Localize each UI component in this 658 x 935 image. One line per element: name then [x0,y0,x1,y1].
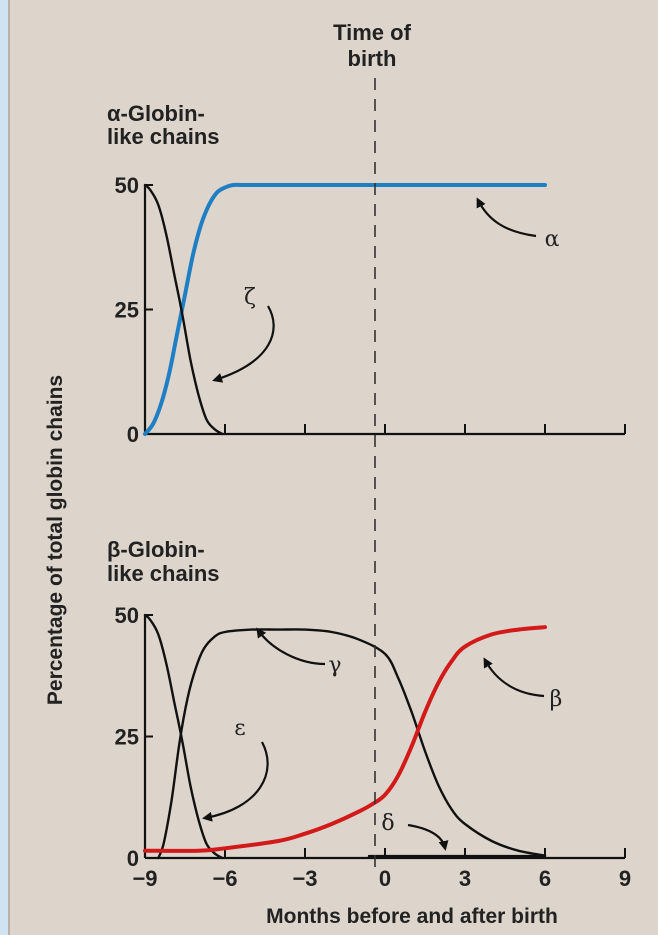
series-arrow-γ [256,627,326,666]
beta-y-tick-label: 25 [115,725,139,750]
series-label-β: β [550,687,563,712]
beta-x-tick-label: −6 [212,866,237,891]
beta-y-tick-label: 0 [127,846,139,871]
alpha-panel-title-line2: like chains [107,124,220,149]
series-line-ε [143,613,224,860]
series-label-δ: δ [381,811,394,836]
beta-y-tick-label: 50 [115,603,139,628]
beta-x-tick-label: 9 [619,866,631,891]
alpha-y-tick-label: 50 [115,173,139,198]
alpha-panel-title-line1: α-Globin- [107,101,205,126]
series-line-α [143,182,547,436]
beta-x-tick-label: 0 [379,866,391,891]
alpha-y-tick-label: 0 [127,422,139,447]
beta-panel-title-line1: β-Globin- [107,537,205,562]
x-axis-title: Months before and after birth [266,905,558,928]
beta-panel: 0 25 50 −9 −6 −3 0 3 6 9 γ ε β δ [115,603,632,891]
beta-x-tick-label: −9 [132,866,157,891]
series-arrow-β [483,657,545,698]
series-label-ζ: ζ [244,285,256,310]
series-label-ε: ε [234,716,245,741]
series-arrow-α [476,197,537,238]
series-arrow-δ [407,823,449,851]
figure-panel: Time of birth α-Globin- like chains β-Gl… [8,0,658,935]
series-line-β [143,625,547,853]
series-label-γ: γ [328,653,341,678]
beta-x-tick-label: 3 [459,866,471,891]
series-line-γ [157,628,547,860]
beta-x-tick-label: −3 [292,866,317,891]
y-axis-title: Percentage of total globin chains [44,375,67,705]
alpha-panel: 0 25 50 α ζ [115,173,626,447]
birth-annotation-line2: birth [348,46,397,71]
series-line-ζ [143,183,224,436]
alpha-y-tick-label: 25 [115,298,139,323]
series-label-α: α [545,227,560,252]
globin-chart: Time of birth α-Globin- like chains β-Gl… [44,20,632,928]
series-arrow-ε [202,741,269,822]
beta-panel-title-line2: like chains [107,561,220,586]
series-arrow-ζ [212,305,275,383]
beta-x-tick-label: 6 [539,866,551,891]
birth-annotation-line1: Time of [333,20,412,45]
